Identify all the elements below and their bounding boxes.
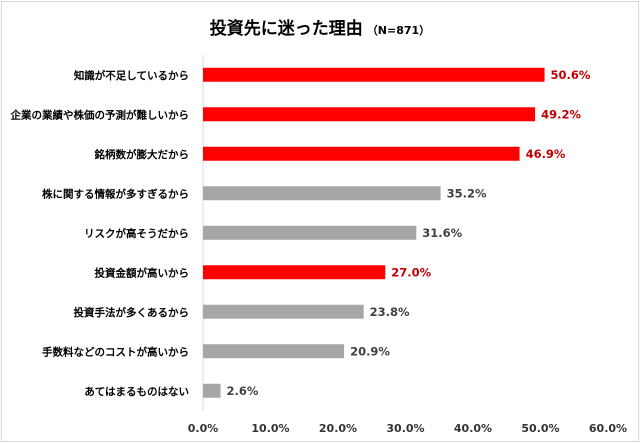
x-tick-label: 30.0% — [386, 422, 424, 435]
category-label: 知識が不足しているから — [74, 69, 189, 82]
bar — [203, 107, 536, 122]
data-label: 31.6% — [422, 226, 462, 240]
chart-title-block: 投資先に迷った理由 （N=871） — [0, 14, 640, 39]
category-label: 手数料などのコストが高いから — [42, 345, 189, 358]
x-tick-label: 10.0% — [251, 422, 289, 435]
data-label: 27.0% — [391, 265, 431, 279]
bar — [203, 146, 520, 161]
category-label: リスクが高そうだから — [84, 227, 189, 240]
chart-subtitle: （N=871） — [366, 24, 431, 37]
x-tick-label: 60.0% — [589, 422, 627, 435]
data-label: 46.9% — [526, 147, 566, 161]
x-tick-label: 0.0% — [188, 422, 219, 435]
category-label: 企業の業績や株価の予測が難しいから — [10, 108, 190, 121]
bar — [203, 265, 386, 280]
data-label: 49.2% — [541, 107, 581, 121]
category-label: 銘柄数が膨大だから — [95, 148, 190, 161]
chart-title: 投資先に迷った理由 — [209, 19, 363, 39]
bar — [203, 186, 441, 201]
x-tick-label: 50.0% — [521, 422, 559, 435]
bar — [203, 344, 345, 359]
category-label: 投資金額が高いから — [95, 266, 190, 279]
category-label: 投資手法が多くあるから — [74, 306, 190, 319]
x-tick-label: 40.0% — [454, 422, 492, 435]
data-label: 35.2% — [447, 186, 487, 200]
bar — [203, 67, 545, 82]
data-label: 20.9% — [350, 344, 390, 358]
data-label: 23.8% — [370, 305, 410, 319]
category-label: 株に関する情報が多すぎるから — [42, 187, 189, 200]
bar — [203, 304, 364, 319]
data-label: 50.6% — [551, 68, 591, 82]
data-label: 2.6% — [227, 384, 259, 398]
bar — [203, 225, 417, 240]
x-tick-label: 20.0% — [319, 422, 357, 435]
bar — [203, 383, 221, 398]
category-label: あてはまるものはない — [84, 385, 189, 398]
